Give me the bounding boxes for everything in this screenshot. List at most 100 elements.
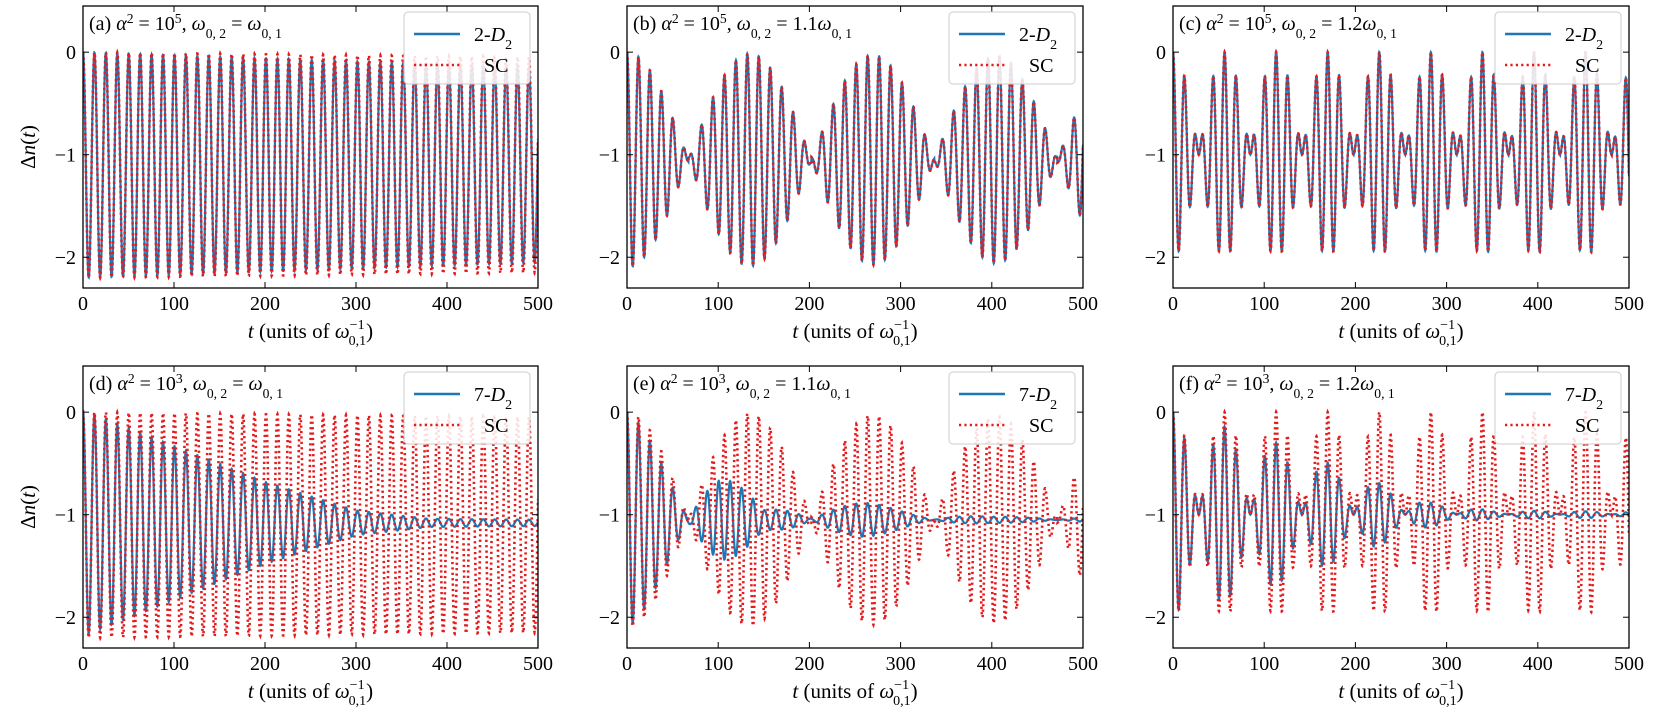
y-tick-label: 0 (610, 42, 620, 64)
plot-frame (1172, 365, 1630, 649)
plot-frame (626, 5, 1084, 289)
legend-label: 2-D2 (1019, 24, 1057, 53)
x-axis-label: t (units of ω−1 0,1) (792, 678, 917, 709)
y-tick-label: −2 (1145, 247, 1166, 269)
y-tick-label: −2 (55, 607, 76, 629)
panel-f: 0 100 200 300 400 500 −2 −1 0 t (units of ω−1 0,1)… (1145, 365, 1644, 709)
plot-frame (626, 365, 1084, 649)
legend-label: 7-D2 (1019, 384, 1057, 413)
legend-label: 2-D2 (1565, 24, 1603, 53)
x-tick-label: 500 (523, 293, 553, 315)
x-tick-label: 500 (1614, 653, 1644, 675)
x-tick-label: 400 (1523, 293, 1553, 315)
legend-label: SC (1029, 415, 1053, 437)
panels-group: 0 100 200 300 400 500 −2 −1 0 t (units of ω−1 0,1)… (16, 5, 1644, 709)
x-tick-label: 200 (794, 653, 824, 675)
y-tick-label: −1 (1145, 505, 1166, 527)
x-tick-label: 200 (1340, 293, 1370, 315)
x-tick-label: 300 (1432, 293, 1462, 315)
panel-title: (b) α2 = 105, ω0, 2 = 1.1ω0, 1 (633, 11, 852, 41)
y-tick-label: −1 (55, 505, 76, 527)
x-tick-label: 0 (622, 653, 632, 675)
legend-label: SC (1029, 55, 1053, 77)
legend-frame (1494, 371, 1622, 445)
y-tick-label: −1 (599, 505, 620, 527)
series-group (1173, 48, 1629, 255)
panel-d: 0 100 200 300 400 500 −2 −1 0 t (units of ω−1 0,1)… (16, 365, 553, 709)
x-tick-label: 300 (1432, 653, 1462, 675)
plot-frame (82, 365, 539, 649)
x-tick-label: 0 (1168, 653, 1178, 675)
x-tick-label: 500 (1614, 293, 1644, 315)
series-group (83, 48, 538, 282)
legend-label: SC (1575, 415, 1599, 437)
series-line-sc (83, 408, 538, 642)
x-tick-label: 400 (432, 653, 462, 675)
x-tick-label: 400 (977, 293, 1007, 315)
y-tick-label: 0 (66, 42, 76, 64)
legend-frame (948, 371, 1076, 445)
legend-frame (1494, 11, 1622, 85)
y-tick-label: −2 (55, 247, 76, 269)
y-tick-label: −2 (1145, 607, 1166, 629)
legend-label: SC (484, 55, 508, 77)
x-tick-label: 0 (78, 293, 88, 315)
panel-b: 0 100 200 300 400 500 −2 −1 0 t (units of ω−1 0,1)… (599, 5, 1098, 349)
panel-title: (d) α2 = 103, ω0, 2 = ω0, 1 (89, 371, 283, 401)
x-tick-label: 200 (250, 653, 280, 675)
x-axis-label: t (units of ω−1 0,1) (248, 678, 373, 709)
panel-title: (c) α2 = 105, ω0, 2 = 1.2ω0, 1 (1179, 11, 1397, 41)
legend-label: SC (1575, 55, 1599, 77)
legend-label: 2-D2 (474, 24, 512, 53)
panel-title: (e) α2 = 103, ω0, 2 = 1.1ω0, 1 (633, 371, 851, 401)
series-group (627, 410, 1083, 629)
series-line-sc (627, 50, 1083, 269)
series-line-7d2 (1173, 411, 1629, 613)
y-tick-label: −1 (55, 145, 76, 167)
legend-label: 7-D2 (474, 384, 512, 413)
x-tick-label: 400 (977, 653, 1007, 675)
x-tick-label: 200 (794, 293, 824, 315)
x-axis-label: t (units of ω−1 0,1) (248, 318, 373, 349)
y-tick-label: −1 (599, 145, 620, 167)
y-tick-label: −2 (599, 247, 620, 269)
series-line-7d2 (627, 411, 1083, 625)
y-tick-label: 0 (1156, 402, 1166, 424)
panel-title: (f) α2 = 103, ω0, 2 = 1.2ω0, 1 (1179, 371, 1395, 401)
x-tick-label: 200 (250, 293, 280, 315)
x-axis-label: t (units of ω−1 0,1) (1338, 318, 1463, 349)
legend-label: SC (484, 415, 508, 437)
x-tick-label: 100 (1249, 653, 1279, 675)
series-group (83, 408, 538, 642)
series-line-sc (627, 410, 1083, 629)
x-tick-label: 500 (1068, 653, 1098, 675)
series-group (627, 50, 1083, 269)
x-tick-label: 500 (1068, 293, 1098, 315)
plot-frame (82, 5, 539, 289)
panel-e: 0 100 200 300 400 500 −2 −1 0 t (units of ω−1 0,1)… (599, 365, 1098, 709)
legend-frame (403, 371, 531, 445)
x-tick-label: 500 (523, 653, 553, 675)
legend-frame (403, 11, 531, 85)
panel-a: 0 100 200 300 400 500 −2 −1 0 t (units of ω−1 0,1)… (16, 5, 553, 349)
series-group (1173, 408, 1629, 615)
series-line-2d2 (1173, 49, 1629, 255)
x-tick-label: 0 (622, 293, 632, 315)
x-tick-label: 0 (1168, 293, 1178, 315)
x-axis-label: t (units of ω−1 0,1) (1338, 678, 1463, 709)
x-tick-label: 100 (159, 653, 189, 675)
panel-c: 0 100 200 300 400 500 −2 −1 0 t (units of ω−1 0,1)… (1145, 5, 1644, 349)
legend-label: 7-D2 (1565, 384, 1603, 413)
x-tick-label: 400 (432, 293, 462, 315)
series-line-sc (83, 48, 538, 282)
x-tick-label: 400 (1523, 653, 1553, 675)
y-tick-label: 0 (1156, 42, 1166, 64)
x-tick-label: 200 (1340, 653, 1370, 675)
